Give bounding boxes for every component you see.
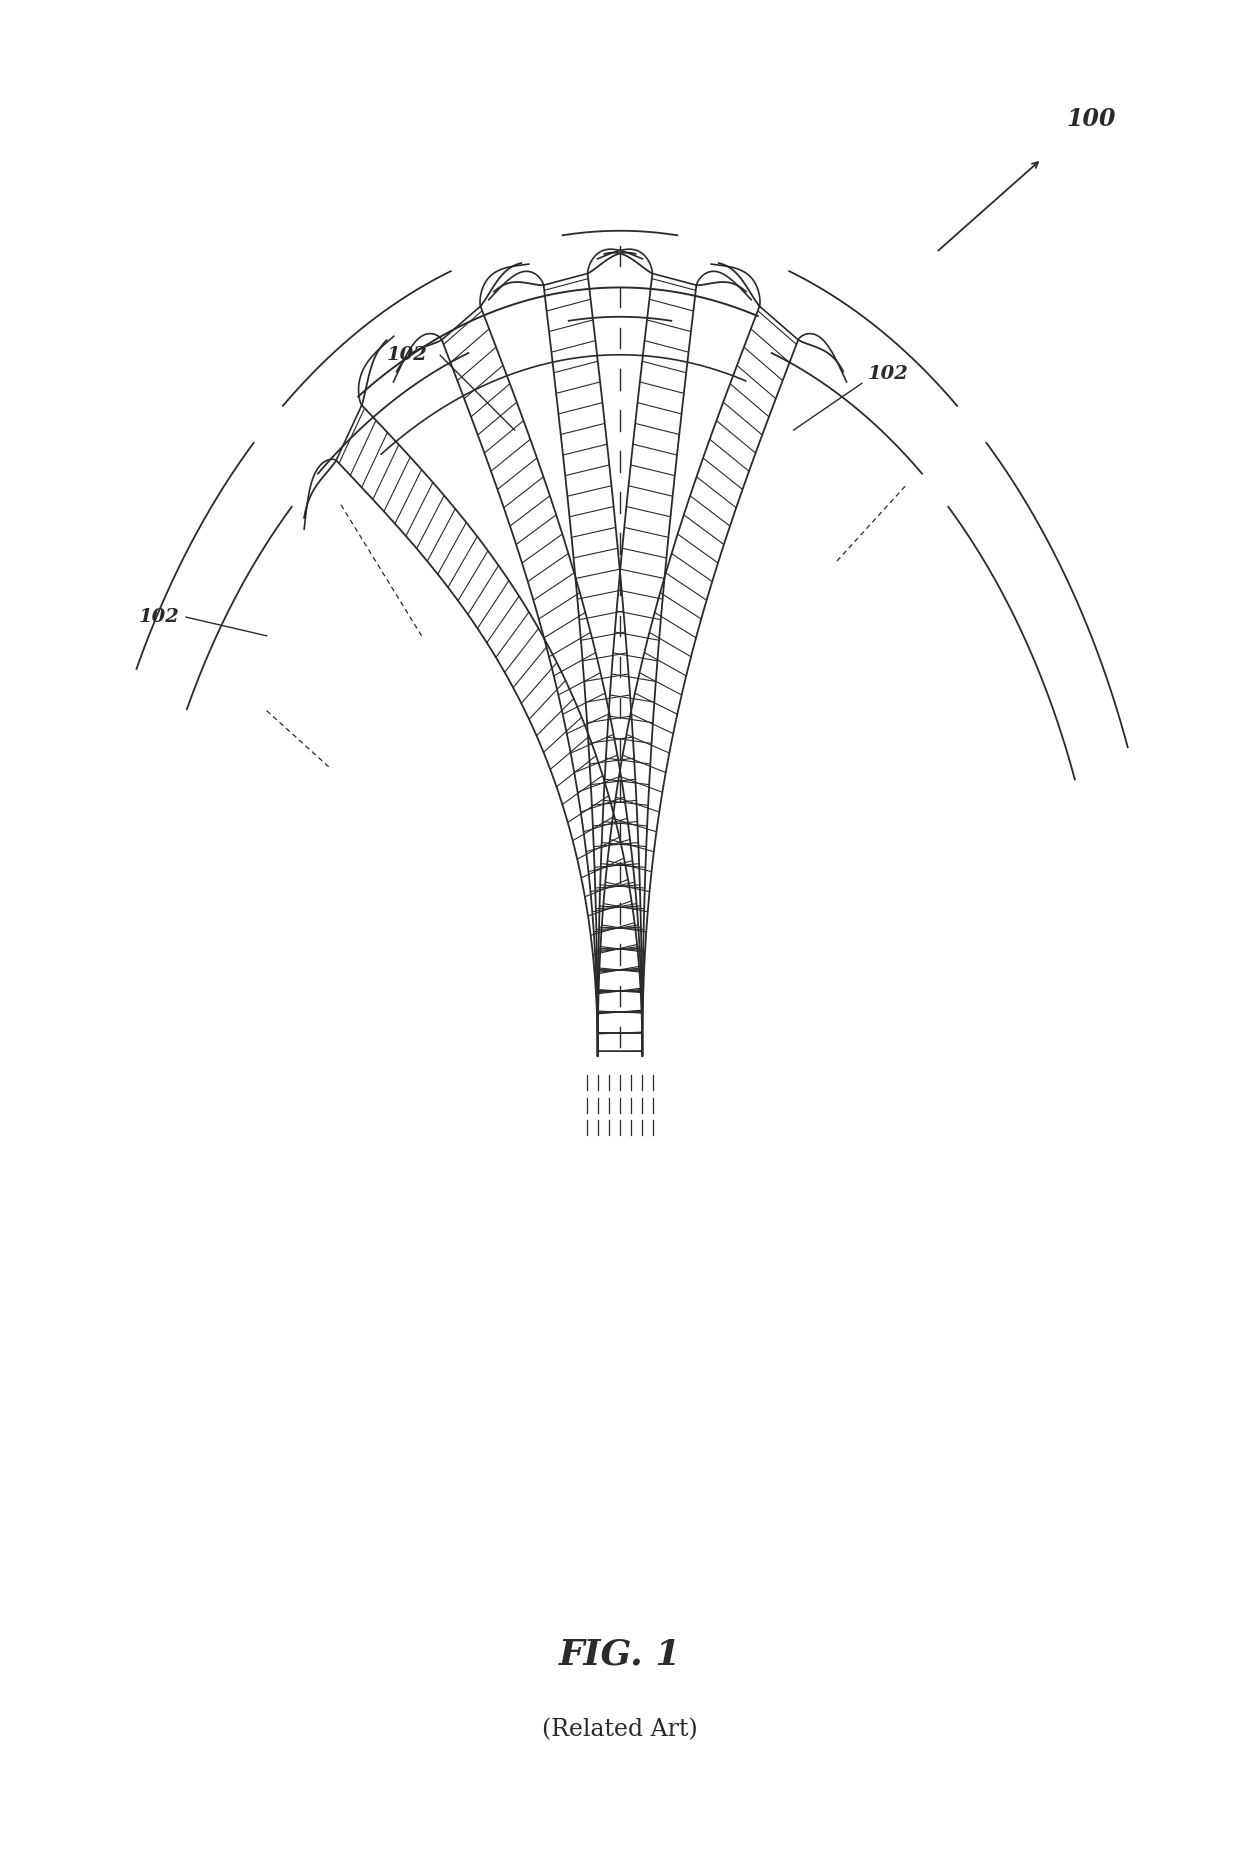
Text: 102: 102: [387, 346, 428, 365]
Text: 100: 100: [1066, 107, 1116, 131]
Text: 102: 102: [868, 365, 909, 383]
Text: FIG. 1: FIG. 1: [559, 1638, 681, 1672]
Text: (Related Art): (Related Art): [542, 1719, 698, 1741]
Text: 102: 102: [139, 608, 180, 626]
